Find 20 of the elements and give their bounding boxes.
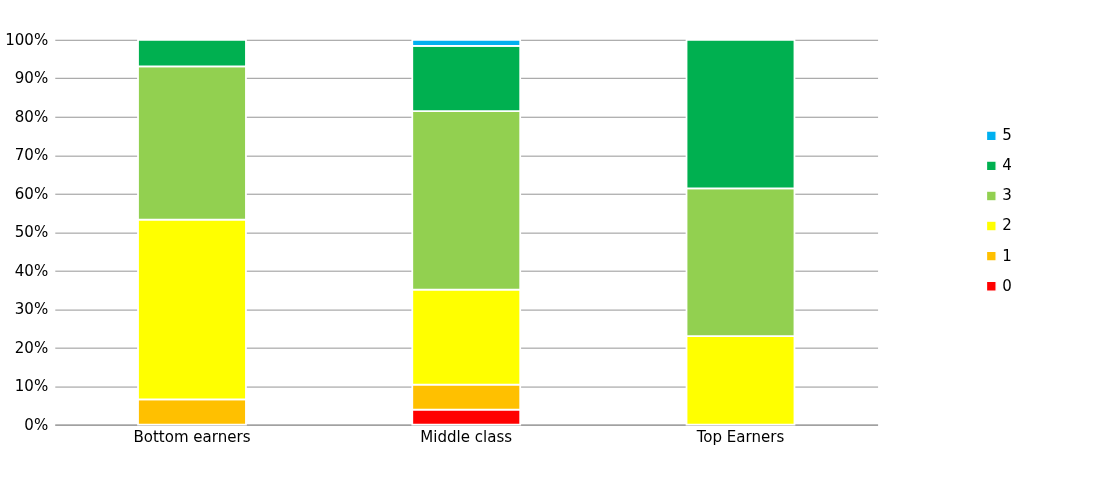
y-tick-label: 100%: [5, 30, 49, 49]
y-tick-label: 60%: [14, 184, 49, 203]
x-tick-label: Middle class: [420, 427, 513, 446]
legend-label: 2: [1002, 216, 1012, 235]
legend-label: 1: [1002, 246, 1012, 265]
x-tick-label: Top Earners: [695, 427, 785, 446]
y-tick-label: 50%: [14, 223, 49, 242]
legend-label: 3: [1002, 186, 1012, 205]
legend-label: 0: [1002, 276, 1012, 295]
legend-label: 4: [1002, 156, 1012, 175]
y-tick-label: 10%: [14, 377, 49, 396]
y-tick-label: 20%: [14, 338, 49, 357]
y-tick-label: 80%: [14, 107, 49, 126]
y-tick-label: 40%: [14, 261, 49, 280]
legend-label: 5: [1002, 126, 1012, 145]
y-tick-label: 90%: [14, 69, 49, 88]
y-tick-label: 0%: [24, 415, 49, 434]
x-tick-label: Bottom earners: [133, 427, 251, 446]
y-tick-label: 70%: [14, 146, 49, 165]
y-tick-label: 30%: [14, 300, 49, 319]
